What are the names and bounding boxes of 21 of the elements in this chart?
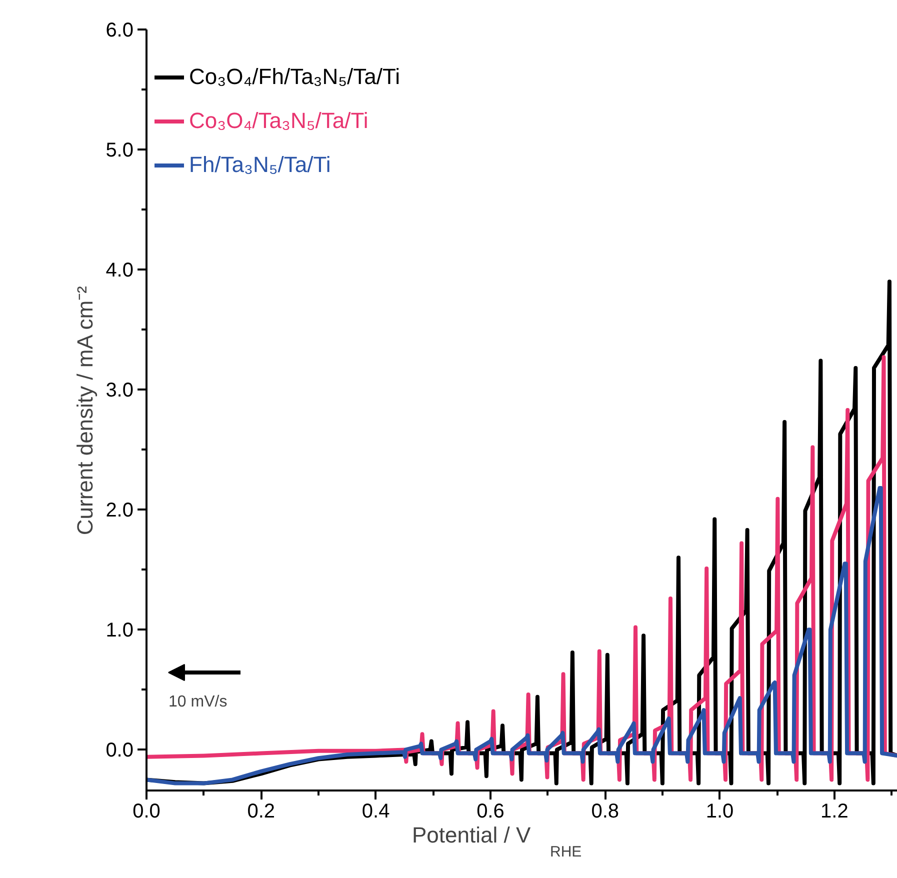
y-tick-label: 0.0 bbox=[106, 740, 134, 762]
y-tick-label: 5.0 bbox=[106, 140, 134, 162]
y-tick-label: 2.0 bbox=[106, 500, 134, 522]
x-tick-label: 1.0 bbox=[706, 800, 734, 822]
x-tick-label: 0.0 bbox=[132, 800, 160, 822]
y-tick-label: 4.0 bbox=[106, 260, 134, 282]
legend-label: Co₃O₄/Ta₃N₅/Ta/Ti bbox=[189, 108, 368, 134]
y-tick-label: 3.0 bbox=[106, 380, 134, 402]
x-tick-label: 0.6 bbox=[476, 800, 504, 822]
x-tick-label: 1.2 bbox=[820, 800, 848, 822]
x-tick-label: 0.4 bbox=[362, 800, 390, 822]
annotation: 10 mV/s bbox=[168, 694, 228, 710]
x-tick-label: 0.8 bbox=[591, 800, 620, 822]
legend-label: Co₃O₄/Fh/Ta₃N₅/Ta/Ti bbox=[189, 64, 400, 90]
y-tick-label: 1.0 bbox=[106, 620, 134, 642]
y-tick-label: 6.0 bbox=[106, 20, 134, 42]
legend-label: Fh/Ta₃N₅/Ta/Ti bbox=[189, 152, 331, 178]
y-axis-title: Current density / mA cm⁻² bbox=[72, 286, 98, 536]
line-series bbox=[146, 486, 897, 786]
x-tick-label: 0.2 bbox=[247, 800, 276, 822]
x-axis-title: Potential / VRHE bbox=[412, 822, 582, 860]
